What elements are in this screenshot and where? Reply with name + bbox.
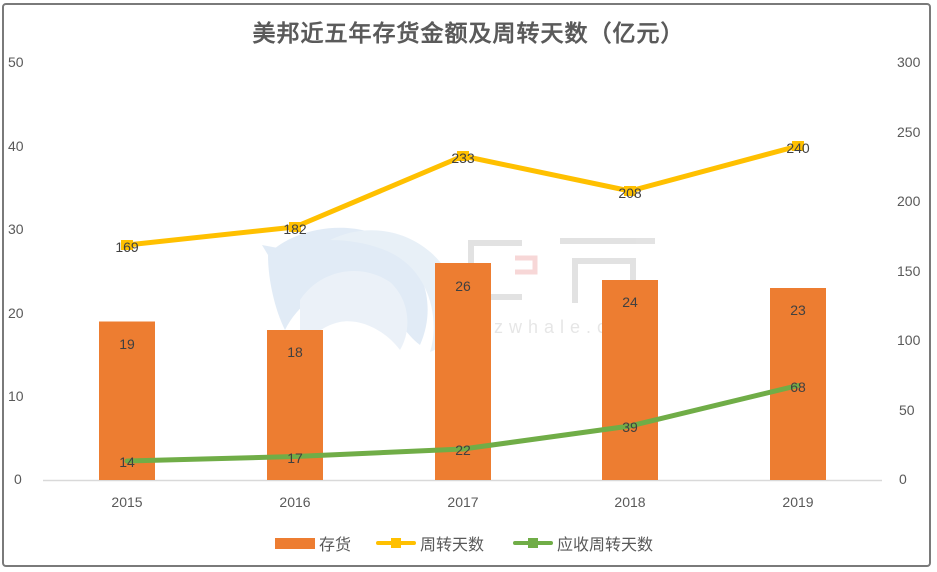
legend-label: 存货	[319, 535, 352, 554]
x-axis-tick: 2018	[614, 494, 646, 510]
left-axis-tick: 0	[14, 471, 22, 487]
chart-legend: 存货 周转天数 应收周转天数	[0, 532, 937, 554]
label-receivable-days: 39	[622, 419, 638, 435]
label-inventory: 23	[790, 302, 806, 318]
watermark-logo-icon	[262, 227, 458, 352]
label-turnover-days: 169	[115, 239, 139, 255]
right-axis-tick: 150	[897, 263, 921, 279]
legend-label: 周转天数	[420, 535, 485, 554]
label-inventory: 24	[622, 294, 638, 310]
bar-inventory-2015	[99, 321, 155, 480]
left-axis-tick: 30	[8, 221, 24, 237]
label-turnover-days: 182	[283, 221, 307, 237]
right-axis-tick: 250	[897, 124, 921, 140]
legend-item-receivable-days[interactable]: 应收周转天数	[513, 532, 653, 554]
svg-text:bizwhale.cn: bizwhale.cn	[468, 317, 628, 337]
legend-label: 应收周转天数	[557, 535, 654, 554]
left-axis-tick: 40	[8, 138, 24, 154]
label-inventory: 18	[287, 344, 303, 360]
line-swatch-icon	[376, 532, 416, 554]
right-axis-tick: 100	[897, 332, 921, 348]
legend-item-inventory[interactable]: 存货	[275, 532, 351, 554]
right-axis-tick: 300	[897, 54, 921, 70]
x-axis-tick: 2017	[447, 494, 479, 510]
x-axis-tick: 2016	[279, 494, 311, 510]
bar-inventory-2018	[602, 280, 658, 480]
label-receivable-days: 22	[455, 442, 471, 458]
line-swatch-icon	[513, 532, 553, 554]
label-turnover-days: 233	[451, 150, 475, 166]
label-receivable-days: 17	[287, 450, 303, 466]
legend-item-turnover-days[interactable]: 周转天数	[376, 532, 484, 554]
label-inventory: 19	[119, 336, 135, 352]
label-receivable-days: 68	[790, 379, 806, 395]
label-inventory: 26	[455, 278, 471, 294]
right-axis-tick: 50	[899, 402, 915, 418]
x-axis-tick: 2015	[111, 494, 143, 510]
label-turnover-days: 208	[618, 185, 642, 201]
left-axis-tick: 50	[8, 54, 24, 70]
chart-title: 美邦近五年存货金额及周转天数（亿元）	[252, 21, 685, 47]
label-receivable-days: 14	[119, 454, 135, 470]
left-axis-tick: 10	[8, 388, 24, 404]
label-turnover-days: 240	[786, 140, 810, 156]
bar-inventory-2017	[435, 263, 491, 480]
left-axis-tick: 20	[8, 305, 24, 321]
line-receivable-days	[124, 383, 801, 464]
right-axis-tick: 0	[899, 471, 907, 487]
right-axis-tick: 200	[897, 193, 921, 209]
bar-swatch-icon	[275, 537, 315, 549]
x-axis-tick: 2019	[782, 494, 814, 510]
